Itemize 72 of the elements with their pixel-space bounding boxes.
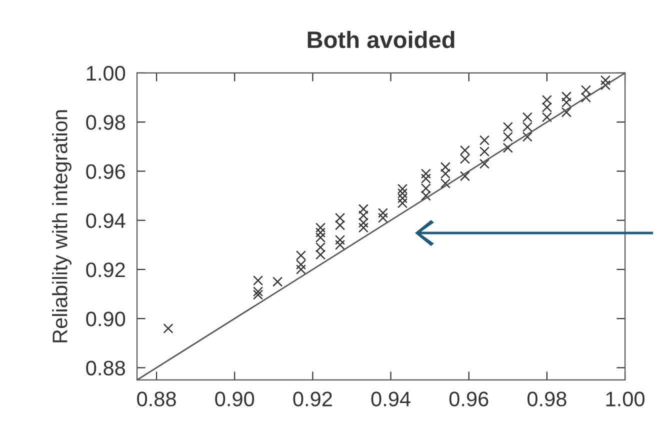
y-axis-title: Reliability with integration [52, 110, 72, 342]
point [358, 210, 368, 220]
point [502, 122, 513, 132]
point [522, 132, 532, 142]
point [522, 112, 532, 122]
point [580, 85, 592, 96]
point [315, 242, 326, 252]
point [335, 234, 346, 245]
point [600, 80, 611, 90]
point [580, 92, 592, 103]
point [397, 188, 408, 198]
chart-title: Both avoided [308, 30, 454, 48]
x-tick-label: 0.98 [527, 392, 566, 406]
y-tick-label: 0.98 [86, 115, 125, 130]
point [420, 190, 431, 201]
point [397, 198, 408, 208]
point [315, 250, 326, 260]
point [420, 183, 431, 194]
point [542, 112, 552, 122]
point [378, 208, 388, 218]
y-tick-label: 0.94 [86, 213, 126, 228]
point [397, 193, 408, 204]
point [522, 122, 532, 132]
point [358, 218, 368, 228]
point [542, 94, 552, 105]
x-tick-label: 1.00 [606, 392, 644, 406]
point [440, 162, 450, 172]
point [460, 171, 470, 182]
point [335, 240, 346, 250]
x-tick-label: 0.90 [215, 392, 254, 406]
point [440, 168, 450, 179]
point [460, 145, 470, 156]
point [460, 154, 470, 164]
point [296, 260, 306, 270]
point [315, 222, 326, 233]
point [502, 132, 513, 142]
y-tick-label: 0.92 [86, 262, 125, 278]
point [253, 286, 264, 297]
point [397, 184, 408, 194]
point [600, 75, 611, 86]
y-tick-label: 0.90 [86, 312, 126, 326]
point [479, 146, 490, 157]
y-tick-label: 1.00 [86, 66, 126, 81]
point [479, 135, 490, 146]
point [561, 91, 572, 102]
x-tick-label: 0.94 [371, 392, 410, 406]
point [440, 178, 450, 188]
point [296, 264, 306, 274]
x-tick-label: 0.96 [449, 392, 488, 406]
point [420, 168, 431, 179]
point [378, 212, 388, 223]
point [253, 275, 264, 286]
point [163, 323, 174, 334]
point [358, 204, 368, 214]
y-tick-label: 0.88 [86, 360, 125, 376]
point [358, 222, 368, 233]
point [502, 142, 513, 153]
point [253, 290, 264, 300]
point [296, 250, 306, 260]
point [315, 232, 326, 243]
point [561, 97, 572, 108]
x-tick-label: 0.88 [137, 392, 176, 406]
point [420, 174, 431, 184]
x-tick-label: 0.92 [293, 392, 332, 406]
point [542, 102, 552, 112]
point [315, 228, 326, 238]
y-tick-label: 0.96 [86, 164, 125, 179]
point [272, 276, 283, 287]
point [479, 158, 490, 169]
point [561, 107, 572, 118]
point [335, 212, 346, 223]
point [335, 220, 346, 230]
